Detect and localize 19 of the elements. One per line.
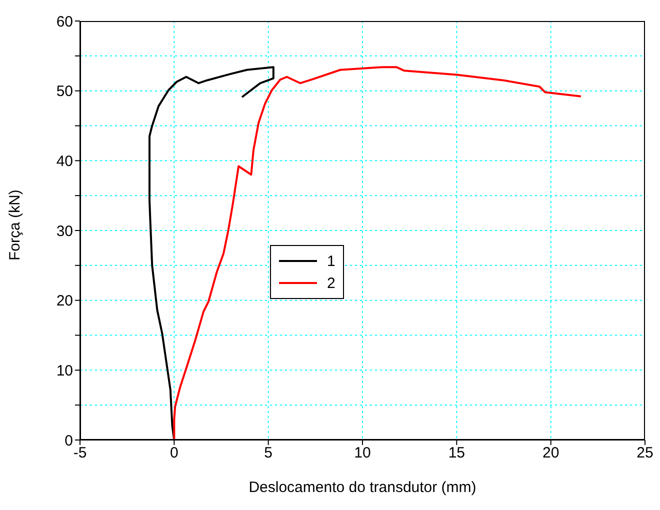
y-tick-label: 0 <box>64 432 73 450</box>
x-tick-label: 25 <box>636 444 654 462</box>
y-tick-label: 50 <box>56 83 73 100</box>
y-tick-label: 40 <box>56 152 73 170</box>
legend-label: 1 <box>327 252 336 270</box>
x-tick-label: 10 <box>354 444 371 462</box>
x-tick-label: 0 <box>170 444 178 462</box>
y-tick-label: 10 <box>56 362 73 380</box>
y-axis-title: Força (kN) <box>6 190 24 260</box>
x-tick-label: -5 <box>73 444 87 462</box>
legend-label: 2 <box>327 274 336 292</box>
x-axis-title: Deslocamento do transdutor (mm) <box>248 479 476 496</box>
y-tick-label: 30 <box>56 222 73 240</box>
y-tick-label: 20 <box>56 292 73 310</box>
y-tick-label: 60 <box>56 13 73 30</box>
line-series <box>173 66 582 440</box>
x-tick-label: 20 <box>542 444 560 462</box>
x-tick-label: 15 <box>448 444 466 462</box>
x-tick-label: 5 <box>264 444 273 462</box>
